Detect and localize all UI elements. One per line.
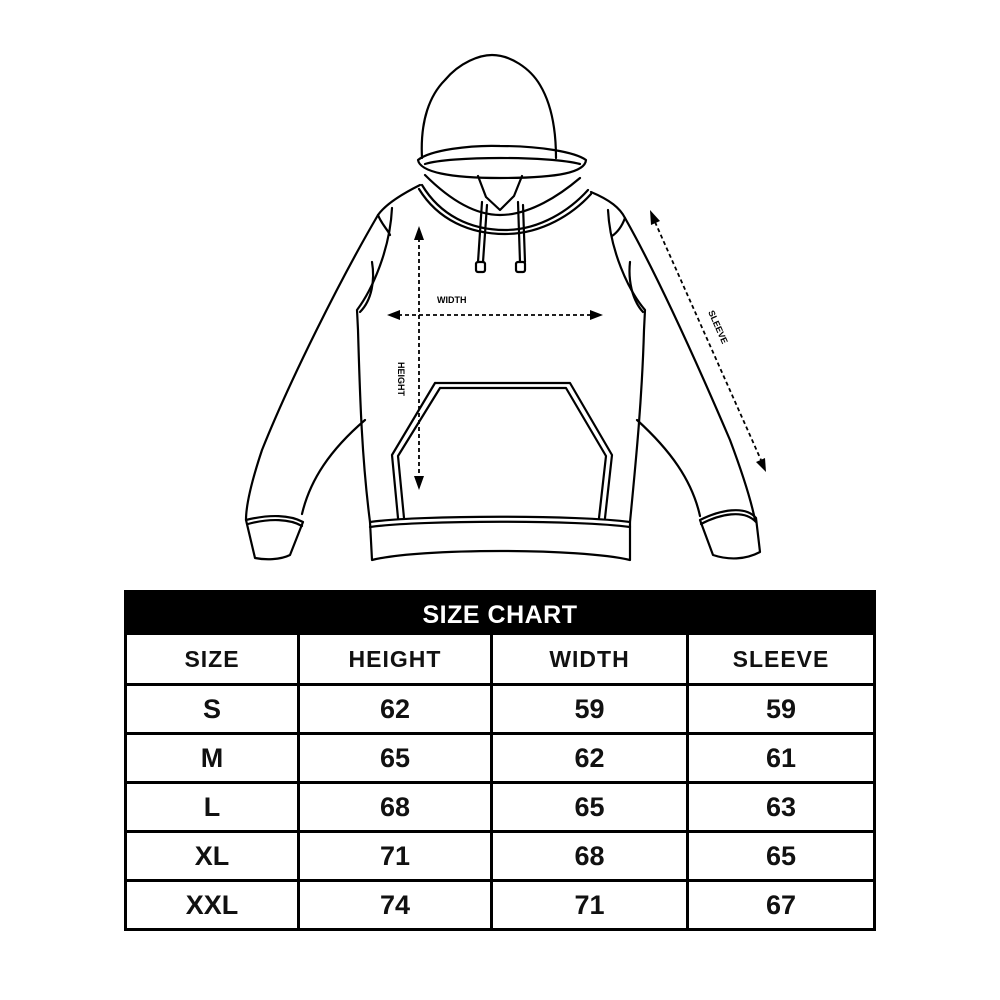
width-cell: 65	[490, 781, 689, 833]
height-cell: 74	[297, 879, 493, 928]
height-cell: 71	[297, 830, 493, 882]
sleeve-label: SLEEVE	[706, 309, 730, 346]
size-cell: XXL	[127, 879, 300, 928]
width-label: WIDTH	[437, 295, 467, 305]
sleeve-cell: 61	[686, 732, 873, 784]
column-header-size: SIZE	[127, 635, 300, 686]
sleeve-cell: 65	[686, 830, 873, 882]
sleeve-cell: 63	[686, 781, 873, 833]
table-row: S 62 59 59	[127, 683, 873, 735]
width-cell: 62	[490, 732, 689, 784]
table-row: XXL 74 71 67	[127, 879, 873, 928]
hem	[368, 515, 632, 562]
size-cell: XL	[127, 830, 300, 882]
sleeve-arrow	[654, 221, 762, 461]
column-header-width: WIDTH	[490, 635, 689, 686]
column-header-sleeve: SLEEVE	[686, 635, 873, 686]
table-row: M 65 62 61	[127, 732, 873, 784]
height-cell: 65	[297, 732, 493, 784]
width-cell: 71	[490, 879, 689, 928]
size-cell: M	[127, 732, 300, 784]
size-cell: S	[127, 683, 300, 735]
sleeve-cell: 59	[686, 683, 873, 735]
table-row: XL 71 68 65	[127, 830, 873, 882]
size-chart-table: SIZE CHART SIZE HEIGHT WIDTH SLEEVE S 62…	[124, 590, 876, 931]
hood	[420, 53, 558, 160]
width-cell: 68	[490, 830, 689, 882]
table-header-row: SIZE HEIGHT WIDTH SLEEVE	[127, 635, 873, 686]
left-cuff	[244, 515, 305, 561]
sleeve-cell: 67	[686, 879, 873, 928]
size-cell: L	[127, 781, 300, 833]
height-cell: 68	[297, 781, 493, 833]
hood-brim	[416, 144, 588, 180]
pocket	[390, 381, 614, 520]
right-cuff	[698, 509, 762, 560]
table-row: L 68 65 63	[127, 781, 873, 833]
width-cell: 59	[490, 683, 689, 735]
height-label: HEIGHT	[396, 362, 406, 397]
size-chart-title: SIZE CHART	[127, 593, 873, 635]
height-cell: 62	[297, 683, 493, 735]
column-header-height: HEIGHT	[297, 635, 493, 686]
hoodie-diagram: WIDTH HEIGHT SLEEVE	[244, 53, 766, 562]
